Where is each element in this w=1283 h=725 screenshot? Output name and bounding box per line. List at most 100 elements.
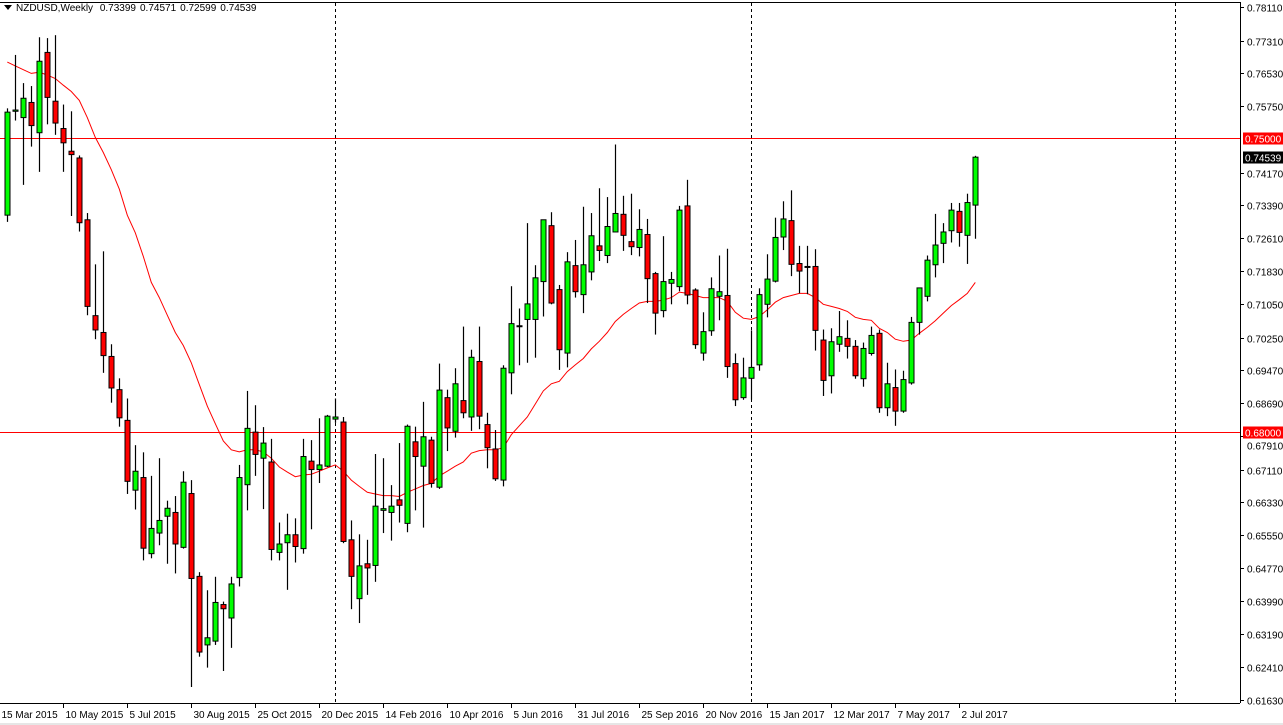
candle — [372, 454, 379, 582]
candle — [740, 357, 747, 400]
price-tick-label: 0.67910 — [1247, 442, 1283, 453]
candle — [660, 236, 667, 318]
candle — [836, 311, 843, 352]
price-tick-label: 0.68690 — [1247, 400, 1283, 411]
chart-header: NZDUSD,Weekly 0.73399 0.74571 0.72599 0.745… — [4, 3, 260, 14]
candle-body — [148, 527, 155, 555]
candle-body — [364, 563, 371, 569]
time-tick-label: 15 Jan 2017 — [770, 710, 825, 721]
candle — [932, 213, 939, 278]
candle-body — [220, 604, 227, 610]
candle-body — [948, 209, 955, 232]
candle — [852, 340, 859, 379]
candle-body — [116, 389, 123, 419]
candle — [28, 86, 35, 147]
level-price-label: 0.68000 — [1245, 429, 1282, 440]
candle — [772, 217, 779, 283]
candle-body — [636, 228, 643, 249]
candle — [924, 255, 931, 302]
candle — [564, 252, 571, 368]
candle — [500, 365, 507, 487]
candle — [724, 248, 731, 378]
candle-body — [588, 235, 595, 273]
candle-body — [308, 460, 315, 471]
symbol-timeframe: NZDUSD,Weekly — [16, 3, 94, 14]
candle — [340, 416, 347, 544]
candle — [492, 430, 499, 481]
candle — [620, 195, 627, 251]
candle — [476, 326, 483, 430]
candle — [308, 440, 315, 530]
candle — [124, 398, 131, 494]
candle — [324, 414, 331, 468]
candle — [868, 326, 875, 356]
candle-body — [324, 415, 331, 467]
candle-body — [212, 601, 219, 642]
candle-body — [236, 477, 243, 579]
candle-body — [204, 637, 211, 646]
candle-body — [540, 219, 547, 283]
price-tick-label: 0.76530 — [1247, 70, 1283, 81]
candle — [300, 438, 307, 554]
candle — [388, 485, 395, 541]
candle — [612, 144, 619, 233]
time-tick-label: 20 Nov 2016 — [706, 710, 763, 721]
price-tick-label: 0.74170 — [1247, 170, 1283, 181]
current-price-label: 0.74539 — [1245, 154, 1282, 165]
candle — [404, 424, 411, 533]
candle — [44, 38, 51, 125]
candle-body — [412, 441, 419, 458]
candle-body — [20, 97, 27, 119]
candle — [84, 213, 91, 316]
candle — [436, 363, 443, 489]
candle — [412, 426, 419, 511]
candle-body — [732, 363, 739, 401]
candle — [556, 284, 563, 370]
time-tick-label: 7 May 2017 — [898, 710, 951, 721]
dropdown-triangle-icon[interactable] — [4, 5, 12, 10]
candle-body — [764, 278, 771, 305]
time-tick-label: 2 Jul 2017 — [962, 710, 1009, 721]
candle-body — [476, 360, 483, 417]
candle — [316, 418, 323, 484]
candle-body — [60, 128, 67, 144]
time-tick-label: 31 Jul 2016 — [578, 710, 630, 721]
candle — [452, 368, 459, 438]
candle-body — [788, 220, 795, 265]
current-price-label-bg — [1243, 151, 1283, 164]
candle-body — [132, 470, 139, 491]
candle — [12, 54, 19, 121]
time-tick-label: 5 Jul 2015 — [130, 710, 177, 721]
candle — [60, 104, 67, 172]
time-tick-label: 14 Feb 2016 — [386, 710, 443, 721]
candle-body — [492, 448, 499, 480]
ohlc-close: 0.74539 — [220, 3, 257, 14]
price-tick-label: 0.63190 — [1247, 631, 1283, 642]
candle-body — [884, 383, 891, 409]
time-tick-label: 10 Apr 2016 — [450, 710, 504, 721]
candle — [732, 353, 739, 407]
candle — [484, 412, 491, 469]
price-tick-label: 0.67110 — [1247, 467, 1283, 478]
price-tick-label: 0.63990 — [1247, 598, 1283, 609]
candle — [364, 539, 371, 595]
candle — [780, 201, 787, 251]
candle-body — [404, 425, 411, 524]
candle — [228, 576, 235, 648]
candle — [876, 329, 883, 413]
time-tick-label: 5 Jun 2016 — [514, 710, 564, 721]
candle — [580, 206, 587, 314]
candle-body — [228, 583, 235, 619]
candle-body — [68, 150, 75, 156]
candle — [116, 378, 123, 427]
candle — [804, 245, 811, 295]
candle — [132, 445, 139, 510]
candle-body — [724, 294, 731, 368]
candle-body — [332, 416, 339, 420]
candle-body — [300, 456, 307, 550]
candle-body — [852, 345, 859, 377]
candle-body — [828, 341, 835, 377]
candle-body — [44, 51, 51, 98]
candle-body — [260, 442, 267, 459]
